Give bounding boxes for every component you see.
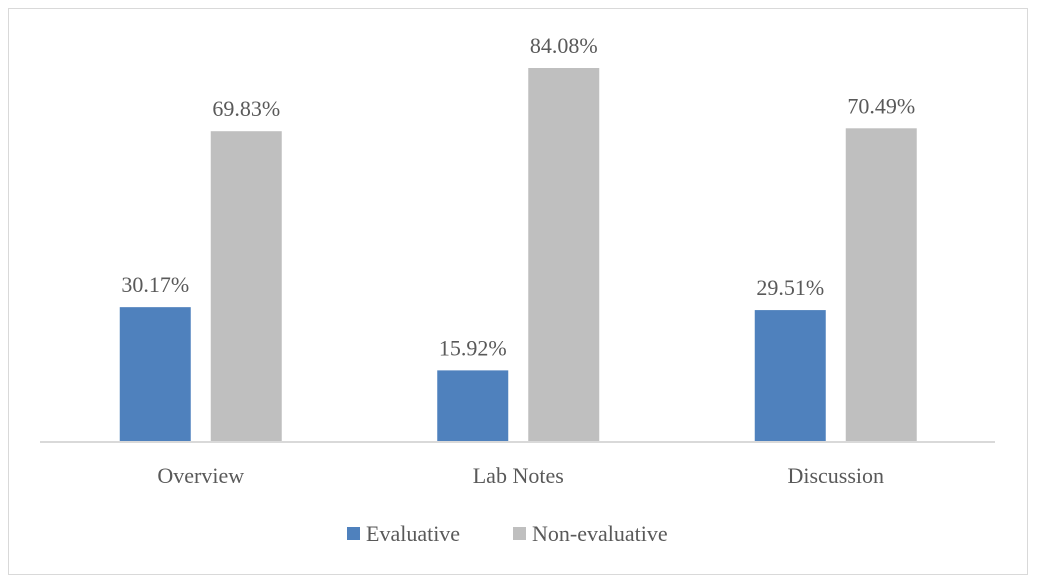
data-label: 15.92%	[439, 335, 507, 360]
data-label: 70.49%	[847, 93, 915, 118]
bar-non-evaluative-lab-notes	[528, 68, 600, 441]
bar-evaluative-overview	[119, 307, 191, 441]
x-tick-label: Overview	[157, 463, 244, 488]
legend-swatch-evaluative	[347, 527, 360, 540]
legend-label: Non-evaluative	[532, 521, 668, 546]
bar-non-evaluative-discussion	[845, 128, 917, 442]
chart-frame	[8, 8, 1028, 575]
data-label: 29.51%	[756, 275, 824, 300]
bar-evaluative-lab-notes	[437, 370, 509, 441]
legend-swatch-non-evaluative	[513, 527, 526, 540]
x-tick-label: Lab Notes	[473, 463, 564, 488]
data-label: 84.08%	[530, 33, 598, 58]
data-label: 30.17%	[121, 272, 189, 297]
data-label: 69.83%	[212, 96, 280, 121]
bar-evaluative-discussion	[754, 310, 826, 441]
bar-non-evaluative-overview	[210, 131, 282, 441]
x-tick-label: Discussion	[787, 463, 884, 488]
legend-label: Evaluative	[366, 521, 460, 546]
